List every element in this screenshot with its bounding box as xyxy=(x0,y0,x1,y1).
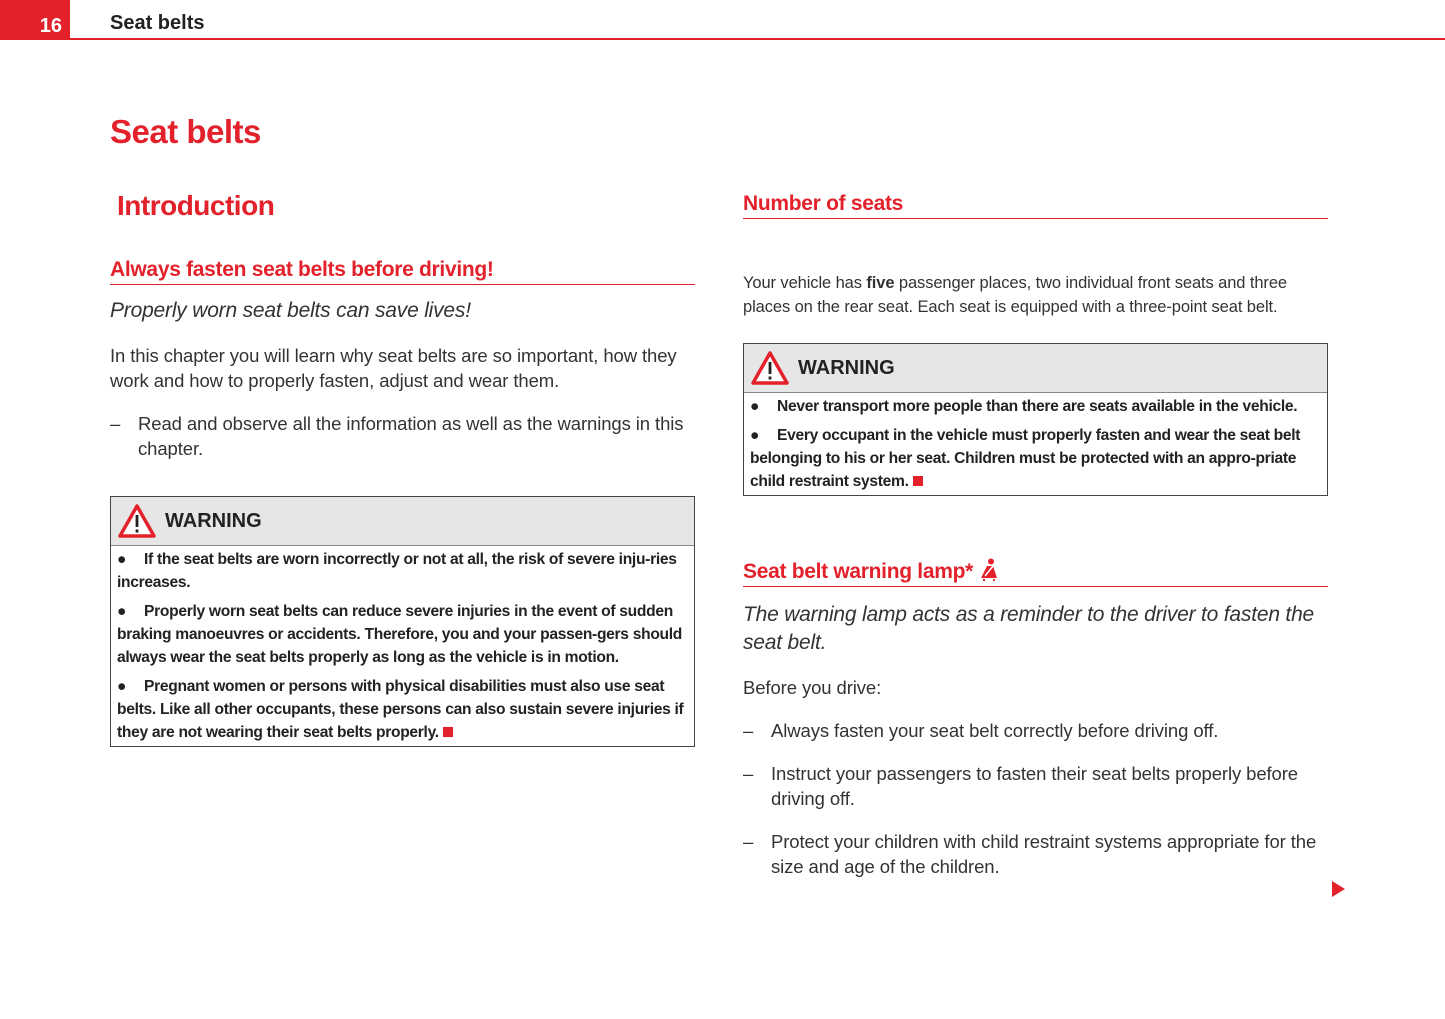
warning-item: ● Pregnant women or persons with physical… xyxy=(117,675,688,744)
end-marker-icon xyxy=(912,476,923,486)
bullet-icon: ● xyxy=(117,678,127,695)
warning-triangle-icon xyxy=(118,504,156,538)
warning-item: ● Every occupant in the vehicle must prop… xyxy=(750,424,1321,493)
warning-item: ● Properly worn seat belts can reduce sev… xyxy=(117,600,688,669)
warning-triangle-icon xyxy=(751,351,789,385)
dash-item: – Always fasten your seat belt correctly … xyxy=(743,720,1219,741)
lamp-lead: The warning lamp acts as a reminder to t… xyxy=(743,603,1315,654)
section-title: Introduction xyxy=(117,190,275,221)
number-of-seats-title: Number of seats xyxy=(743,192,1328,219)
chapter-title: Seat belts xyxy=(110,113,261,150)
dash-item: – Instruct your passengers to fasten thei… xyxy=(743,763,1299,809)
intro-paragraph: In this chapter you will learn why seat … xyxy=(110,345,677,391)
right-column: Number of seats Your vehicle has five pa… xyxy=(743,192,1328,879)
warning-title: WARNING xyxy=(165,509,262,532)
left-column: Introduction Always fasten seat belts be… xyxy=(110,190,695,747)
running-title: Seat belts xyxy=(110,12,205,34)
warning-box: WARNING ● If the seat belts are worn inco… xyxy=(110,496,695,747)
warning-item: ● If the seat belts are worn incorrectly … xyxy=(117,548,688,594)
subsection-title: Always fasten seat belts before driving! xyxy=(110,258,695,285)
warning-item: ● Never transport more people than there … xyxy=(750,395,1321,418)
bullet-icon: ● xyxy=(117,603,127,620)
warning-header: WARNING xyxy=(744,344,1327,393)
bullet-icon: ● xyxy=(750,398,760,415)
lead-text: Properly worn seat belts can save lives! xyxy=(110,299,471,322)
bullet-icon: ● xyxy=(117,551,127,568)
bullet-icon: ● xyxy=(750,427,760,444)
warning-header: WARNING xyxy=(111,497,694,546)
seats-paragraph: Your vehicle has five passenger places, … xyxy=(743,274,1287,316)
lamp-paragraph: Before you drive: xyxy=(743,677,882,698)
warning-title: WARNING xyxy=(798,356,895,379)
warning-lamp-title: Seat belt warning lamp* xyxy=(743,558,1328,587)
header-rule xyxy=(70,38,1445,40)
continue-arrow-icon xyxy=(1332,881,1345,897)
seat-belt-warning-icon xyxy=(981,558,997,581)
page-number: 16 xyxy=(0,0,70,40)
end-marker-icon xyxy=(442,727,453,737)
dash-item: – Read and observe all the information as… xyxy=(110,413,684,459)
warning-box: WARNING ● Never transport more people tha… xyxy=(743,343,1328,496)
dash-item: – Protect your children with child restra… xyxy=(743,831,1317,877)
